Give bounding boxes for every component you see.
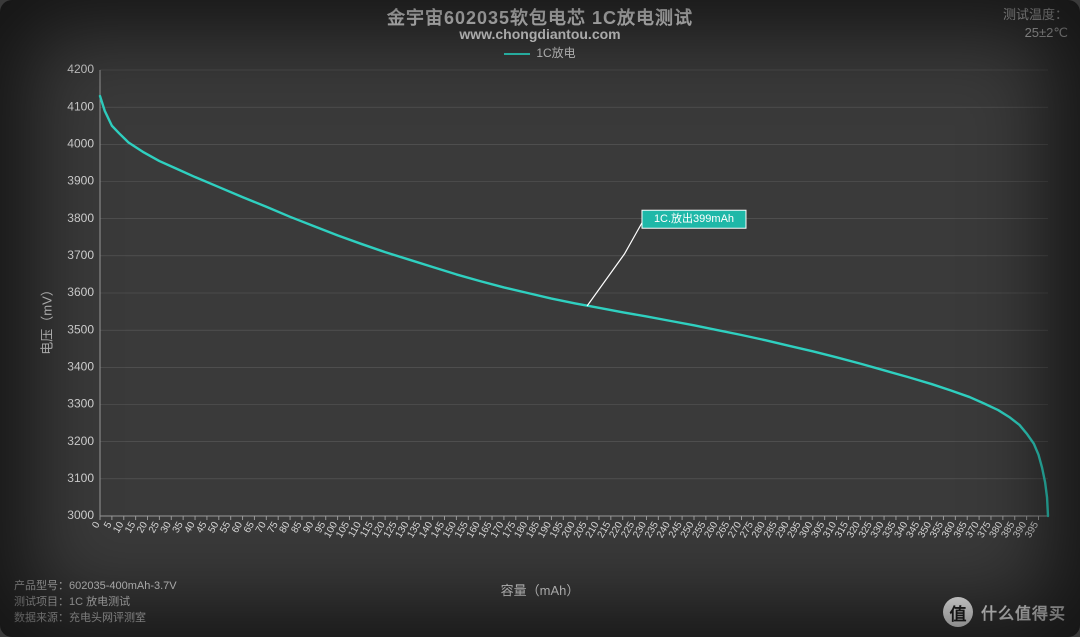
meta-line: 数据来源：充电头网评测室 [14, 611, 177, 627]
svg-text:3000: 3000 [67, 508, 94, 522]
legend-swatch [504, 53, 530, 55]
temperature-value: 25±2℃ [1003, 24, 1068, 42]
meta-line: 产品型号：602035-400mAh-3.7V [14, 579, 177, 595]
svg-text:1C.放出399mAh: 1C.放出399mAh [654, 211, 734, 225]
temperature-label: 测试温度： [1003, 6, 1068, 24]
chart-svg: 3000 3100 3200 3300 3400 3500 3600 3700 3800 3900… [58, 64, 1054, 560]
svg-text:4100: 4100 [67, 99, 94, 113]
svg-text:3800: 3800 [67, 211, 94, 225]
svg-text:3200: 3200 [67, 434, 94, 448]
plot-area: 3000 3100 3200 3300 3400 3500 3600 3700 3800 3900… [58, 64, 1054, 560]
svg-text:3100: 3100 [67, 471, 94, 485]
svg-text:3500: 3500 [67, 322, 94, 336]
y-axis-label: 电压（mV） [36, 283, 55, 355]
svg-text:3300: 3300 [67, 397, 94, 411]
meta-line: 测试项目：1C 放电测试 [14, 595, 177, 611]
svg-text:3600: 3600 [67, 285, 94, 299]
temperature-note: 测试温度： 25±2℃ [1003, 6, 1068, 41]
svg-text:3900: 3900 [67, 174, 94, 188]
watermark-text: 什么值得买 [981, 600, 1066, 624]
legend-label: 1C放电 [536, 46, 575, 60]
svg-text:3700: 3700 [67, 248, 94, 262]
svg-text:4200: 4200 [67, 64, 94, 76]
legend: 1C放电 [0, 44, 1080, 61]
watermark-badge-icon: 值 [943, 597, 973, 627]
svg-text:4000: 4000 [67, 137, 94, 151]
svg-text:0: 0 [90, 520, 103, 531]
meta-info: 产品型号：602035-400mAh-3.7V测试项目：1C 放电测试数据来源：… [14, 579, 177, 627]
svg-text:395: 395 [1023, 520, 1041, 540]
svg-text:3400: 3400 [67, 360, 94, 374]
chart-subtitle: www.chongdiantou.com [0, 26, 1080, 42]
watermark: 值 什么值得买 [943, 597, 1066, 627]
